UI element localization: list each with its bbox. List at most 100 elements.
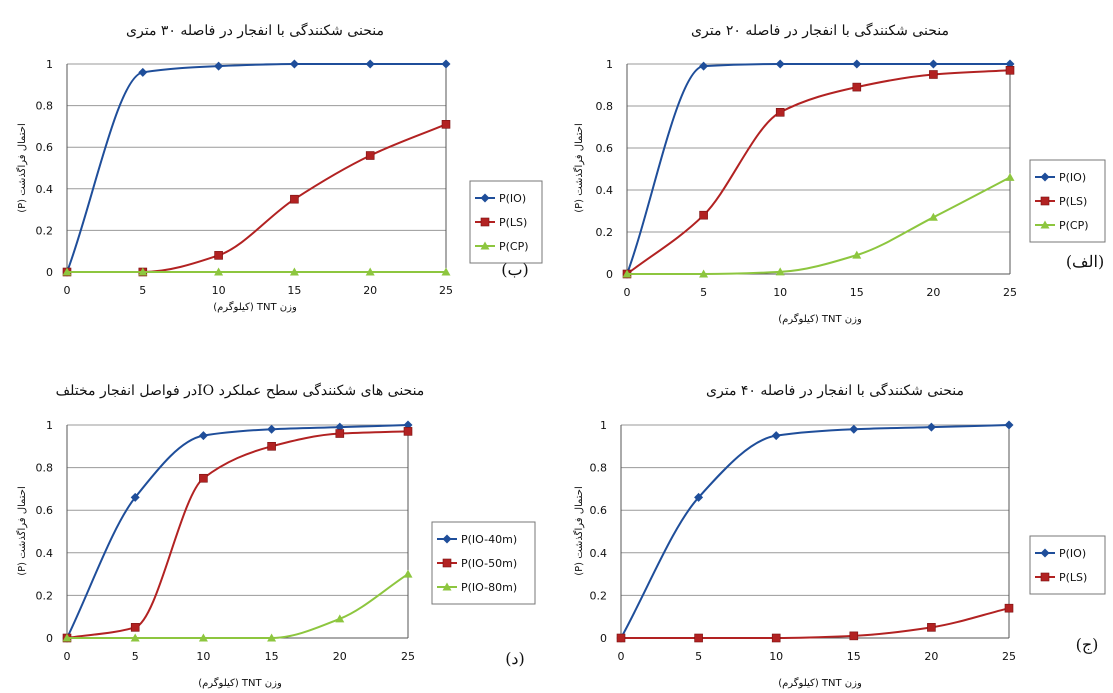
data-point-0: [289, 59, 299, 69]
y-tick-label: 0.4: [590, 547, 608, 560]
x-axis-label: وزن TNT (کیلوگرم): [778, 313, 862, 325]
panel-alef: منحنی شکنندگی با انفجار در فاصله ۲۰ متری…: [573, 22, 1106, 325]
x-tick-label: 0: [64, 284, 71, 297]
y-tick-label: 0.2: [590, 589, 608, 602]
legend-entry: P(IO): [499, 192, 526, 205]
y-tick-label: 1: [46, 58, 53, 71]
data-point-1: [441, 120, 451, 129]
data-point-2: [699, 269, 709, 278]
x-tick-label: 20: [924, 650, 938, 663]
data-point-1: [694, 633, 703, 643]
legend-entry: P(IO): [1059, 547, 1086, 560]
series-line-1: [66, 430, 409, 639]
y-tick-label: 0.8: [36, 100, 54, 113]
data-point-1: [929, 70, 938, 79]
legend-swatch-marker: [1040, 196, 1050, 206]
data-point-2: [62, 633, 72, 642]
chart-title: منحنی شکنندگی با انفجار در فاصله ۴۰ متری: [706, 382, 964, 399]
data-point-0: [198, 431, 208, 441]
y-axis-label: احتمال فراگذشت (P): [573, 123, 585, 213]
y-tick-label: 0: [46, 266, 53, 279]
x-tick-label: 15: [847, 650, 861, 663]
y-tick-label: 0.6: [596, 142, 614, 155]
legend-swatch-marker: [480, 217, 490, 227]
y-tick-label: 0.6: [36, 504, 54, 517]
x-tick-label: 25: [1003, 286, 1017, 299]
y-tick-label: 0.4: [36, 547, 54, 560]
data-point-1: [335, 429, 345, 438]
x-tick-label: 10: [769, 650, 783, 663]
data-point-1: [616, 633, 626, 643]
data-point-2: [214, 267, 224, 276]
data-point-2: [622, 269, 632, 278]
y-tick-label: 1: [46, 419, 53, 432]
data-point-0: [138, 67, 148, 77]
x-tick-label: 25: [401, 650, 415, 663]
y-tick-label: 1: [606, 58, 613, 71]
legend-entry: P(IO-40m): [461, 533, 517, 546]
series-line-1: [620, 607, 1010, 640]
x-tick-label: 15: [287, 284, 301, 297]
y-tick-label: 0.2: [36, 589, 54, 602]
data-point-1: [852, 82, 862, 92]
x-tick-label: 25: [1002, 650, 1016, 663]
legend-swatch-marker: [1040, 172, 1050, 182]
data-point-0: [775, 59, 785, 69]
data-point-2: [335, 614, 345, 623]
data-point-1: [130, 623, 140, 632]
data-point-2: [130, 633, 140, 642]
y-tick-label: 0.8: [590, 462, 608, 475]
data-point-0: [771, 431, 781, 441]
data-point-2: [267, 633, 277, 642]
y-tick-label: 0: [46, 632, 53, 645]
data-point-2: [928, 212, 938, 221]
x-axis-label: وزن TNT (کیلوگرم): [198, 677, 282, 689]
panel-jim: منحنی شکنندگی با انفجار در فاصله ۴۰ متری…: [573, 382, 1106, 689]
x-tick-label: 5: [695, 650, 702, 663]
data-point-1: [849, 631, 859, 641]
x-tick-label: 20: [333, 650, 347, 663]
legend-entry: P(IO-80m): [461, 581, 517, 594]
x-tick-label: 0: [64, 650, 71, 663]
series-line-0: [66, 424, 409, 639]
data-point-0: [926, 422, 936, 432]
data-point-0: [441, 59, 451, 69]
legend-entry: P(LS): [1059, 195, 1087, 208]
legend-entry: P(LS): [499, 216, 527, 229]
legend-entry: P(IO-50m): [461, 557, 517, 570]
data-point-1: [775, 108, 785, 117]
legend-swatch-marker: [1040, 572, 1050, 582]
chart-title: منحنی های شکنندگی سطح عملکرد IOدر فواصل …: [56, 382, 425, 399]
chart-title: منحنی شکنندگی با انفجار در فاصله ۳۰ متری: [126, 22, 384, 39]
legend-entry: P(CP): [1059, 219, 1089, 232]
y-tick-label: 1: [600, 419, 607, 432]
data-point-0: [694, 492, 704, 502]
data-point-0: [214, 61, 224, 71]
data-point-0: [1004, 420, 1014, 430]
legend-swatch-marker: [1040, 220, 1050, 229]
y-tick-label: 0: [606, 268, 613, 281]
data-point-0: [852, 59, 862, 69]
legend-swatch-marker: [442, 582, 452, 591]
panel-dal: منحنی های شکنندگی سطح عملکرد IOدر فواصل …: [16, 382, 536, 689]
y-axis-label: احتمال فراگذشت (P): [16, 486, 28, 576]
data-point-0: [130, 492, 140, 502]
data-point-1: [199, 473, 208, 483]
data-point-2: [852, 250, 862, 259]
x-tick-label: 20: [926, 286, 940, 299]
data-point-2: [289, 267, 299, 276]
x-tick-label: 10: [196, 650, 210, 663]
x-tick-label: 10: [773, 286, 787, 299]
legend-swatch-marker: [1040, 548, 1050, 558]
y-tick-label: 0.2: [36, 224, 54, 237]
panel-label: (د): [505, 649, 525, 668]
panel-label: (ج): [1076, 635, 1099, 654]
legend-swatch-marker: [480, 241, 490, 250]
x-tick-label: 0: [618, 650, 625, 663]
x-axis-label: وزن TNT (کیلوگرم): [213, 301, 297, 313]
legend-swatch-marker: [442, 558, 452, 568]
data-point-2: [62, 267, 72, 276]
y-tick-label: 0.6: [590, 504, 608, 517]
legend-entry: P(CP): [499, 240, 529, 253]
panel-b: منحنی شکنندگی با انفجار در فاصله ۳۰ متری…: [16, 22, 543, 313]
